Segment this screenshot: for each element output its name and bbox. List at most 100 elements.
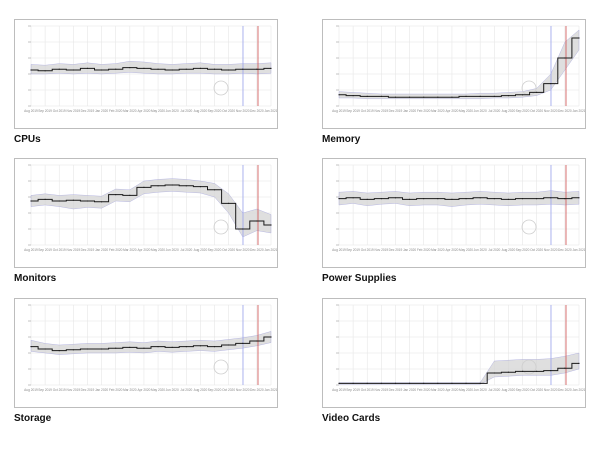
x-tick-label: Nov 2019 bbox=[375, 109, 389, 113]
series-point bbox=[578, 37, 580, 39]
series-point bbox=[129, 194, 131, 196]
series-point bbox=[338, 198, 340, 200]
series-point bbox=[564, 367, 566, 369]
x-tick-label: Aug 2019 bbox=[24, 248, 38, 252]
series-point bbox=[394, 197, 397, 199]
price-range-band bbox=[338, 352, 580, 385]
series-point bbox=[115, 68, 117, 70]
x-tick-label: Feb 2020 bbox=[417, 388, 431, 392]
series-point bbox=[58, 200, 60, 202]
x-tick-label: May 2020 bbox=[459, 388, 473, 392]
x-tick-label: Oct 2020 bbox=[530, 388, 543, 392]
chart-caption-power-supplies: Power Supplies bbox=[322, 273, 397, 284]
series-point bbox=[536, 198, 538, 200]
series-point bbox=[493, 198, 495, 200]
series-point bbox=[185, 346, 187, 348]
x-tick-label: Sep 2020 bbox=[208, 248, 222, 252]
x-tick-label: Jul 2020 bbox=[180, 248, 192, 252]
x-tick-label: Oct 2020 bbox=[530, 248, 543, 252]
x-tick-label: Nov 2019 bbox=[67, 388, 81, 392]
x-tick-label: May 2020 bbox=[151, 248, 165, 252]
series-point bbox=[408, 198, 411, 200]
series-point bbox=[242, 342, 244, 344]
series-point bbox=[72, 199, 74, 201]
price-series-line bbox=[31, 67, 271, 72]
x-tick-label: Jul 2020 bbox=[180, 388, 192, 392]
series-point bbox=[228, 344, 230, 346]
x-tick-label: Sep 2020 bbox=[208, 109, 222, 113]
series-point bbox=[578, 362, 580, 364]
series-point bbox=[44, 198, 46, 200]
series-point bbox=[256, 68, 258, 70]
x-tick-label: Jan 2021 bbox=[264, 388, 277, 392]
x-tick-label: Nov 2020 bbox=[544, 388, 558, 392]
series-point bbox=[437, 198, 439, 200]
price-series-line bbox=[31, 336, 271, 352]
x-tick-label: Apr 2020 bbox=[137, 388, 150, 392]
x-tick-label: Aug 2020 bbox=[502, 109, 516, 113]
x-tick-label: Aug 2019 bbox=[332, 388, 346, 392]
series-point bbox=[44, 348, 46, 350]
x-tick-label: Nov 2019 bbox=[67, 109, 81, 113]
x-tick-label: Aug 2019 bbox=[24, 388, 38, 392]
x-tick-label: Aug 2019 bbox=[24, 109, 38, 113]
watermark-logo-icon bbox=[213, 80, 229, 96]
series-point bbox=[423, 96, 425, 98]
x-tick-label: Sep 2020 bbox=[516, 109, 530, 113]
x-tick-label: Sep 2019 bbox=[346, 388, 360, 392]
watermark-logo-icon bbox=[521, 219, 537, 235]
x-tick-label: Aug 2020 bbox=[502, 248, 516, 252]
x-tick-label: Jun 2020 bbox=[166, 388, 179, 392]
series-point bbox=[507, 371, 510, 373]
series-point bbox=[30, 346, 32, 348]
series-point bbox=[86, 67, 89, 69]
price-range-band bbox=[30, 331, 272, 355]
chart-card-video-cards: Aug 2019 Sep 2019 Oct 2019 Nov 2019 Dec 2019… bbox=[322, 298, 586, 424]
x-tick-label: Oct 2020 bbox=[222, 109, 235, 113]
chart-svg: Aug 2019 Sep 2019 Oct 2019 Nov 2019 Dec 2019… bbox=[332, 164, 585, 252]
series-point bbox=[521, 94, 524, 96]
x-tick-label: Apr 2020 bbox=[137, 248, 150, 252]
x-tick-label: Oct 2019 bbox=[53, 248, 66, 252]
x-tick-label: Aug 2019 bbox=[332, 109, 346, 113]
x-tick-label: Jul 2020 bbox=[488, 109, 500, 113]
series-point bbox=[58, 350, 60, 352]
x-tick-label: Jun 2020 bbox=[166, 109, 179, 113]
series-point bbox=[228, 69, 230, 71]
series-point bbox=[338, 382, 340, 384]
series-point bbox=[564, 198, 566, 200]
x-tick-label: Dec 2020 bbox=[250, 109, 264, 113]
x-tick-label: Dec 2019 bbox=[389, 109, 403, 113]
series-point bbox=[171, 69, 173, 71]
x-tick-label: Sep 2019 bbox=[38, 388, 52, 392]
series-point bbox=[30, 69, 32, 71]
x-tick-label: Jun 2020 bbox=[474, 388, 487, 392]
series-point bbox=[185, 185, 187, 187]
x-tick-label: Jul 2020 bbox=[180, 109, 192, 113]
series-point bbox=[394, 96, 397, 98]
series-point bbox=[157, 185, 159, 187]
x-tick-label: Dec 2020 bbox=[558, 388, 572, 392]
x-tick-label: Oct 2019 bbox=[53, 388, 66, 392]
series-point bbox=[44, 70, 46, 72]
series-point bbox=[242, 68, 244, 70]
chart-card-monitors: Aug 2019 Sep 2019 Oct 2019 Nov 2019 Dec 2019… bbox=[14, 158, 278, 284]
x-tick-label: Jan 2020 bbox=[95, 248, 108, 252]
x-tick-label: Jun 2020 bbox=[474, 109, 487, 113]
series-point bbox=[199, 345, 202, 347]
x-tick-label: Nov 2020 bbox=[544, 109, 558, 113]
x-tick-label: Jan 2021 bbox=[264, 109, 277, 113]
chart-svg: Aug 2019 Sep 2019 Oct 2019 Nov 2019 Dec 2019… bbox=[24, 304, 277, 392]
x-tick-label: Dec 2019 bbox=[389, 248, 403, 252]
series-point bbox=[270, 224, 272, 226]
x-tick-label: Feb 2020 bbox=[109, 248, 123, 252]
series-point bbox=[242, 228, 244, 230]
series-point bbox=[100, 69, 103, 71]
x-tick-label: Aug 2019 bbox=[332, 248, 346, 252]
series-point bbox=[408, 382, 411, 384]
x-tick-label: Jan 2021 bbox=[572, 109, 585, 113]
series-point bbox=[465, 198, 467, 200]
x-tick-label: Jul 2020 bbox=[488, 388, 500, 392]
series-point bbox=[536, 91, 538, 93]
series-point bbox=[270, 336, 272, 338]
